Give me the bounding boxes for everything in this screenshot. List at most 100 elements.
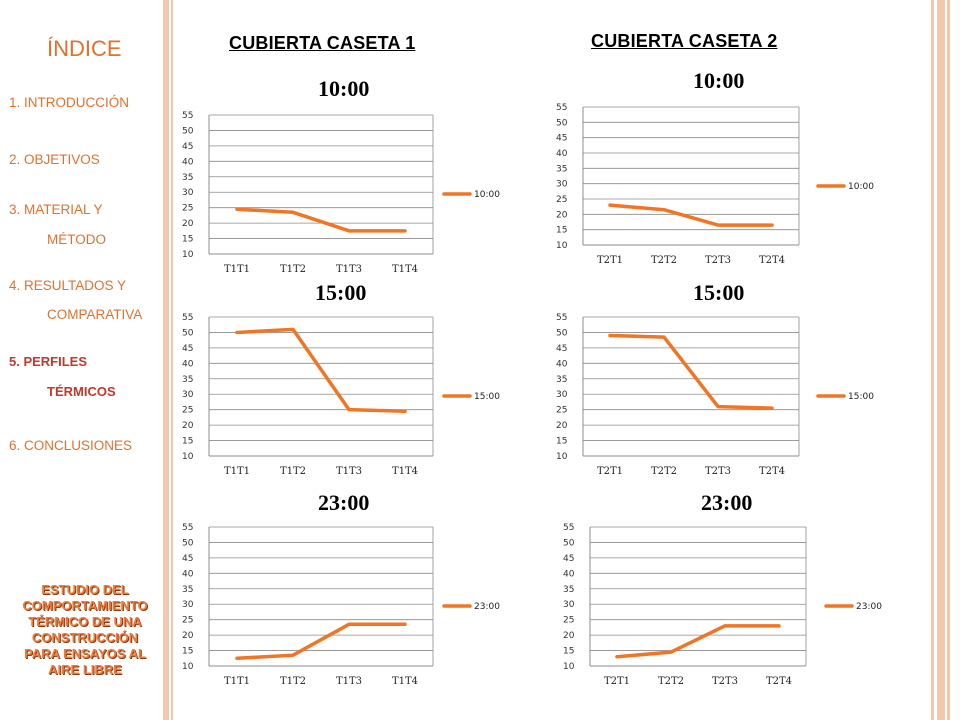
y-tick-label: 30	[556, 180, 568, 190]
data-point	[403, 409, 407, 413]
x-tick-label: T1T3	[336, 264, 362, 275]
y-tick-label: 30	[182, 390, 194, 400]
y-tick-label: 35	[182, 173, 193, 183]
y-tick-label: 25	[182, 616, 193, 626]
data-point	[347, 229, 351, 233]
index-title: ÍNDICE	[47, 36, 122, 61]
chart-caseta1-2300: 10 15 20 25 30 35 40 45 50 55 T1T1 T1T2 T1T3 T1T4 23:0…	[182, 523, 500, 687]
x-tick-label: T1T4	[392, 466, 418, 477]
series-line	[615, 624, 781, 659]
y-tick-label: 15	[556, 437, 567, 447]
chart-title: 23:00	[318, 490, 370, 515]
legend-label: 23:00	[856, 602, 882, 612]
y-tick-label: 40	[556, 149, 568, 159]
y-tick-label: 25	[556, 406, 567, 416]
y-tick-label: 40	[182, 569, 194, 579]
y-tick-label: 25	[182, 406, 193, 416]
series-line	[608, 333, 774, 410]
x-tick-label: T1T1	[224, 676, 250, 687]
study-title-line: ESTUDIO DEL	[41, 582, 129, 597]
column-header-caseta-2: CUBIERTA CASETA 2	[591, 31, 778, 51]
chart-caseta2-1000: 10 15 20 25 30 35 40 45 50 55 T2T1 T2T2 T2T3 T2T4 10:0…	[556, 103, 874, 266]
x-tick-label: T2T3	[712, 676, 738, 687]
data-point	[347, 408, 351, 412]
nav-item-perfiles-termicos[interactable]: 5. PERFILES	[9, 354, 88, 369]
y-tick-label: 30	[556, 390, 568, 400]
x-tick-label: T2T2	[651, 466, 677, 477]
data-point	[403, 622, 407, 626]
y-tick-label: 55	[563, 523, 574, 533]
y-tick-label: 10	[182, 662, 194, 672]
y-tick-label: 10	[556, 241, 568, 251]
legend-label: 10:00	[474, 190, 500, 200]
x-tick-label: T1T1	[224, 466, 250, 477]
study-title: ESTUDIO DEL COMPORTAMIENTO TÉRMICO DE UN…	[0, 582, 170, 678]
chart-title: 10:00	[318, 76, 370, 101]
chart-caseta2-1500: 10 15 20 25 30 35 40 45 50 55 T2T1 T2T2 T2T3 T2T4 15:0…	[556, 313, 874, 477]
x-tick-label: T1T2	[280, 264, 306, 275]
chart-caseta1-1500: 10 15 20 25 30 35 40 45 50 55 T1T1 T1T2 T1T3 T1T4 15:0…	[182, 313, 500, 477]
y-tick-label: 10	[182, 250, 194, 260]
legend-label: 10:00	[848, 182, 874, 192]
series-line	[235, 207, 407, 233]
x-tick-label: T1T1	[224, 264, 250, 275]
y-tick-label: 50	[556, 118, 568, 128]
y-tick-label: 55	[182, 111, 193, 121]
x-tick-label: T2T4	[759, 255, 785, 266]
data-point	[662, 208, 666, 212]
chart-title: 10:00	[693, 68, 745, 93]
data-point	[291, 327, 295, 331]
data-point	[615, 655, 619, 659]
sidebar: ÍNDICE 1. INTRODUCCIÓN 2. OBJETIVOS 3. M…	[0, 0, 163, 720]
nav-item-material-metodo[interactable]: 3. MATERIAL Y	[9, 202, 103, 217]
y-tick-label: 15	[556, 226, 567, 236]
study-title-line: TÉRMICO DE UNA	[28, 614, 142, 629]
nav-item-conclusiones[interactable]: 6. CONCLUSIONES	[9, 438, 133, 453]
y-tick-label: 50	[182, 538, 194, 548]
data-point	[770, 223, 774, 227]
y-tick-label: 40	[556, 359, 568, 369]
nav-item-resultados[interactable]: 4. RESULTADOS Y	[9, 278, 127, 293]
y-tick-label: 40	[182, 359, 194, 369]
nav-item-material-metodo-cont[interactable]: MÉTODO	[47, 232, 107, 247]
chart-caseta1-1000: 10 15 20 25 30 35 40 45 50 55 T1T1 T1T2 T1T3 T1T4 10:0…	[182, 111, 500, 275]
y-tick-label: 45	[556, 134, 567, 144]
decorative-stripe	[171, 0, 173, 720]
y-tick-label: 50	[563, 538, 575, 548]
y-tick-label: 15	[182, 235, 193, 245]
data-point	[723, 624, 727, 628]
y-tick-label: 20	[182, 219, 194, 229]
x-tick-label: T2T1	[597, 255, 623, 266]
x-tick-label: T1T2	[280, 676, 306, 687]
data-point	[662, 335, 666, 339]
y-tick-label: 50	[182, 328, 194, 338]
y-tick-label: 55	[556, 103, 567, 113]
chart-caseta2-2300: 10 15 20 25 30 35 40 45 50 55 T2T1 T2T2 T2T3 T2T4 23:0…	[563, 523, 882, 687]
nav-item-resultados-cont[interactable]: COMPARATIVA	[47, 307, 143, 322]
x-tick-label: T2T3	[705, 255, 731, 266]
x-tick-label: T2T2	[658, 676, 684, 687]
x-tick-label: T1T2	[280, 466, 306, 477]
y-tick-label: 10	[556, 452, 568, 462]
y-tick-label: 20	[182, 421, 194, 431]
x-tick-label: T2T1	[597, 466, 623, 477]
y-tick-label: 55	[182, 523, 193, 533]
study-title-line: PARA ENSAYOS AL	[24, 646, 146, 661]
data-point	[291, 210, 295, 214]
legend-label: 15:00	[848, 392, 874, 402]
y-tick-label: 15	[182, 437, 193, 447]
data-point	[716, 223, 720, 227]
data-point	[291, 653, 295, 657]
y-tick-label: 15	[182, 647, 193, 657]
legend-label: 23:00	[474, 602, 500, 612]
data-point	[716, 405, 720, 409]
y-tick-label: 35	[182, 585, 193, 595]
x-tick-label: T1T4	[392, 676, 418, 687]
series-line	[235, 622, 407, 661]
x-tick-label: T2T3	[705, 466, 731, 477]
nav-item-introduccion[interactable]: 1. INTRODUCCIÓN	[9, 95, 130, 110]
nav-item-objetivos[interactable]: 2. OBJETIVOS	[9, 152, 100, 167]
y-tick-label: 50	[556, 328, 568, 338]
nav-item-perfiles-termicos-cont[interactable]: TÉRMICOS	[47, 384, 116, 399]
